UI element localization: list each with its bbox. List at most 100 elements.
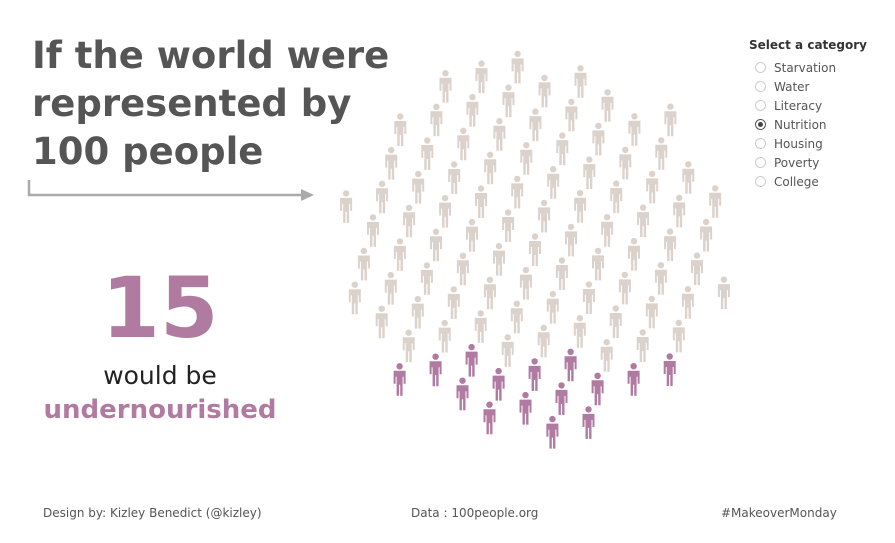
person-icon: [546, 290, 559, 324]
person-icon: [493, 118, 506, 151]
person-icon: [520, 142, 533, 175]
category-option-label: Water: [774, 79, 810, 94]
person-icon: [592, 247, 604, 281]
person-icon: [691, 252, 703, 286]
person-icon-highlighted: [465, 343, 478, 377]
person-icon: [502, 84, 515, 118]
person-icon-highlighted: [519, 391, 532, 425]
radio-button[interactable]: [755, 81, 766, 92]
radio-button[interactable]: [755, 119, 766, 130]
person-icon: [619, 146, 632, 180]
radio-button[interactable]: [755, 100, 766, 111]
person-icon: [529, 233, 541, 266]
category-option-poverty[interactable]: Poverty: [749, 153, 889, 172]
design-credit: Design by: Kizley Benedict (@kizley): [43, 506, 262, 520]
highlight-count: 15: [101, 259, 219, 357]
person-icon-highlighted: [492, 367, 505, 401]
person-icon: [574, 65, 587, 98]
person-icon: [654, 262, 667, 295]
person-icon: [412, 170, 425, 204]
person-icon: [402, 329, 415, 363]
person-icon: [357, 247, 370, 281]
person-icon: [538, 199, 551, 233]
person-icon: [609, 305, 622, 338]
person-icon-highlighted: [591, 372, 604, 406]
person-icon: [601, 214, 614, 247]
person-icon-highlighted: [546, 415, 559, 449]
person-icon: [420, 262, 433, 295]
person-icon: [457, 127, 470, 161]
category-option-label: Starvation: [774, 60, 837, 75]
person-icon: [511, 50, 524, 84]
person-icon: [421, 137, 434, 170]
person-icon: [709, 185, 722, 218]
person-icon: [430, 103, 443, 137]
person-icon: [484, 151, 497, 185]
person-icon: [376, 180, 389, 214]
person-icon: [447, 286, 460, 319]
radio-button[interactable]: [755, 62, 766, 73]
person-icon: [565, 223, 577, 257]
person-icon: [645, 295, 658, 329]
category-option-label: College: [774, 174, 819, 189]
person-icon: [592, 122, 605, 156]
person-icon-highlighted: [555, 382, 568, 415]
person-icon: [565, 98, 578, 132]
person-icon: [511, 175, 524, 209]
person-icon: [430, 228, 442, 262]
caption-line: would be: [103, 361, 217, 390]
person-icon: [601, 89, 614, 122]
category-option-label: Literacy: [774, 98, 823, 113]
person-icon: [385, 146, 398, 180]
radio-button[interactable]: [755, 176, 766, 187]
category-option-starvation[interactable]: Starvation: [749, 58, 889, 77]
caption-highlight: undernourished: [43, 395, 277, 425]
person-icon: [547, 166, 560, 199]
person-icon: [403, 204, 416, 238]
category-option-housing[interactable]: Housing: [749, 134, 889, 153]
person-icon: [537, 324, 550, 358]
person-icon: [466, 94, 479, 127]
person-icon: [673, 194, 686, 228]
person-icon: [717, 276, 730, 310]
person-icon: [600, 339, 613, 372]
person-icon-highlighted: [582, 406, 595, 439]
person-icon-highlighted: [456, 377, 469, 411]
person-icon: [456, 252, 469, 286]
category-option-label: Housing: [774, 136, 823, 151]
person-icon: [538, 74, 551, 108]
person-icon: [475, 60, 488, 94]
person-icon: [556, 132, 569, 166]
person-icon-highlighted: [564, 348, 577, 382]
person-icon: [664, 103, 677, 137]
person-icon: [483, 276, 496, 310]
person-icon: [529, 108, 542, 142]
category-filter: Select a category Starvation Water Literac…: [749, 38, 889, 191]
person-icon: [628, 238, 640, 271]
person-icon: [519, 266, 532, 300]
person-icon: [411, 295, 424, 329]
person-icon: [636, 329, 649, 362]
person-icon: [583, 156, 596, 190]
person-icon: [573, 315, 586, 348]
category-option-college[interactable]: College: [749, 172, 889, 191]
person-icon: [393, 238, 406, 271]
person-icon: [466, 218, 478, 252]
person-icon-highlighted: [528, 358, 541, 391]
people-pictogram: [340, 50, 730, 449]
person-icon: [637, 204, 650, 238]
person-icon: [681, 286, 694, 319]
person-icon: [502, 209, 515, 242]
category-option-nutrition[interactable]: Nutrition: [749, 115, 889, 134]
person-icon: [384, 271, 397, 305]
radio-button[interactable]: [755, 138, 766, 149]
radio-button[interactable]: [755, 157, 766, 168]
category-option-literacy[interactable]: Literacy: [749, 96, 889, 115]
data-source: Data : 100people.org: [411, 506, 539, 520]
person-icon: [664, 228, 677, 262]
arrow-right-icon: [27, 180, 314, 201]
category-option-label: Nutrition: [774, 117, 827, 132]
person-icon: [610, 180, 623, 214]
person-icon: [493, 242, 505, 276]
category-option-water[interactable]: Water: [749, 77, 889, 96]
